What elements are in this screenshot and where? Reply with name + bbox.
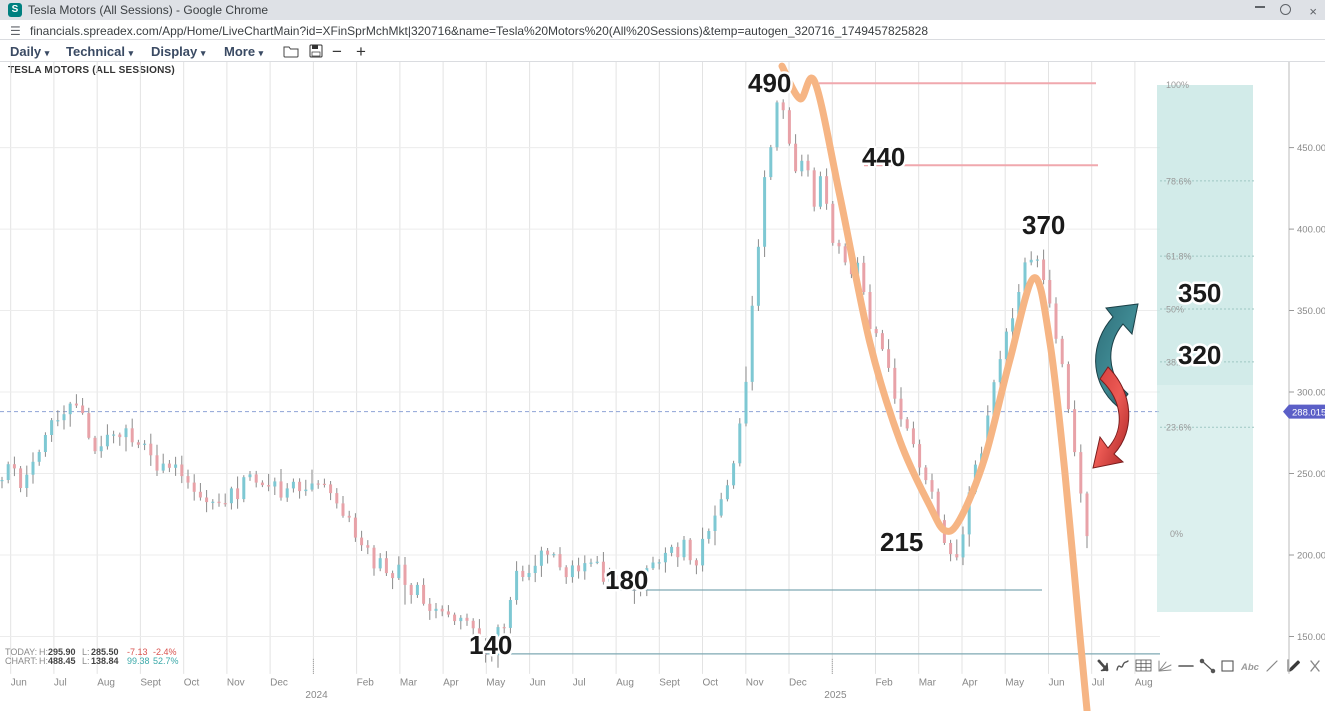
svg-text:Jun: Jun xyxy=(11,677,27,688)
svg-text:450.00: 450.00 xyxy=(1297,143,1325,154)
svg-text:Aug: Aug xyxy=(97,677,115,688)
svg-text:300.00: 300.00 xyxy=(1297,388,1325,399)
svg-text:Feb: Feb xyxy=(876,677,894,688)
svg-text:400.00: 400.00 xyxy=(1297,225,1325,236)
svg-text:May: May xyxy=(486,677,505,688)
svg-text:Sept: Sept xyxy=(659,677,680,688)
svg-text:Jul: Jul xyxy=(573,677,586,688)
svg-text:0%: 0% xyxy=(1170,529,1183,539)
svg-text:288.015: 288.015 xyxy=(1292,408,1325,419)
svg-text:Dec: Dec xyxy=(789,677,807,688)
svg-text:Jun: Jun xyxy=(1049,677,1065,688)
svg-text:350.00: 350.00 xyxy=(1297,306,1325,317)
svg-text:2025: 2025 xyxy=(824,690,847,701)
svg-text:Mar: Mar xyxy=(919,677,937,688)
svg-text:Oct: Oct xyxy=(703,677,719,688)
svg-text:2024: 2024 xyxy=(305,690,328,701)
svg-text:100%: 100% xyxy=(1166,80,1189,90)
svg-text:Apr: Apr xyxy=(962,677,978,688)
svg-text:320: 320 xyxy=(1178,340,1221,370)
svg-text:Jun: Jun xyxy=(530,677,546,688)
svg-text:Aug: Aug xyxy=(1135,677,1153,688)
svg-text:150.00: 150.00 xyxy=(1297,632,1325,643)
svg-text:Feb: Feb xyxy=(357,677,375,688)
svg-text:200.00: 200.00 xyxy=(1297,551,1325,562)
svg-text:250.00: 250.00 xyxy=(1297,469,1325,480)
svg-text:23.6%: 23.6% xyxy=(1166,423,1192,433)
svg-text:78.6%: 78.6% xyxy=(1166,177,1192,187)
svg-text:Sept: Sept xyxy=(140,677,161,688)
svg-text:Jul: Jul xyxy=(54,677,67,688)
svg-text:Nov: Nov xyxy=(746,677,764,688)
svg-text:Apr: Apr xyxy=(443,677,459,688)
svg-text:May: May xyxy=(1005,677,1024,688)
svg-text:Aug: Aug xyxy=(616,677,634,688)
svg-text:Nov: Nov xyxy=(227,677,245,688)
svg-text:Jul: Jul xyxy=(1092,677,1105,688)
svg-text:61.8%: 61.8% xyxy=(1166,252,1192,262)
svg-text:Dec: Dec xyxy=(270,677,288,688)
svg-text:350: 350 xyxy=(1178,278,1221,308)
svg-text:Oct: Oct xyxy=(184,677,200,688)
svg-text:Mar: Mar xyxy=(400,677,418,688)
